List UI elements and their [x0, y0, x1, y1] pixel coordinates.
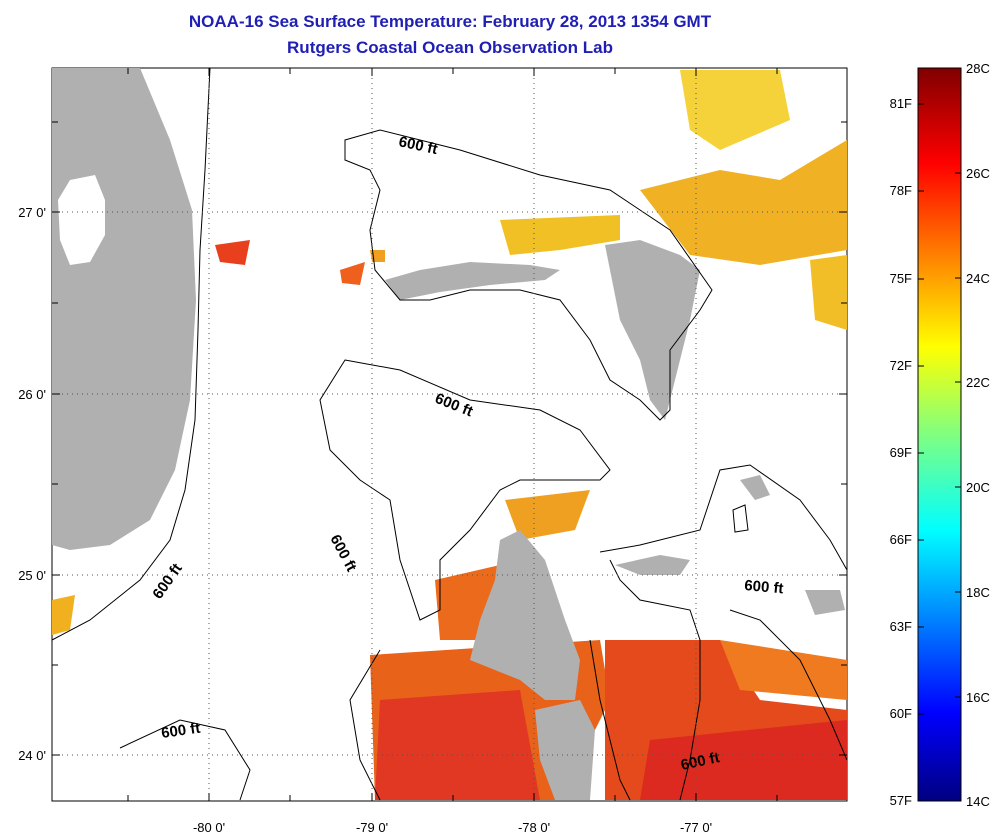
lake-okeechobee [58, 175, 105, 265]
colorbar-fahrenheit-labels: 81F 78F 75F 72F 69F 66F 63F 60F 57F [890, 96, 912, 808]
map-title: NOAA-16 Sea Surface Temperature: Februar… [188, 12, 712, 31]
y-tick-label: 27 0' [18, 205, 46, 220]
contour-label: 600 ft [744, 577, 785, 597]
colorbar-celsius-labels: 28C 26C 24C 22C 20C 18C 16C 14C [966, 61, 990, 809]
c-label: 26C [966, 166, 990, 181]
y-axis-labels: 27 0' 26 0' 25 0' 24 0' [18, 205, 46, 763]
colorbar [917, 67, 962, 802]
y-tick-label: 24 0' [18, 748, 46, 763]
f-label: 78F [890, 183, 912, 198]
c-label: 22C [966, 375, 990, 390]
map-subtitle: Rutgers Coastal Ocean Observation Lab [287, 38, 613, 57]
f-label: 57F [890, 793, 912, 808]
x-tick-label: -80 0' [193, 820, 225, 835]
c-label: 24C [966, 271, 990, 286]
y-tick-label: 25 0' [18, 568, 46, 583]
f-label: 81F [890, 96, 912, 111]
c-label: 18C [966, 585, 990, 600]
tick-marks [52, 68, 847, 801]
contour-label: 600 ft [160, 720, 201, 742]
f-label: 60F [890, 706, 912, 721]
c-label: 20C [966, 480, 990, 495]
depth-contours [52, 68, 847, 801]
c-label: 16C [966, 690, 990, 705]
f-label: 75F [890, 271, 912, 286]
f-label: 69F [890, 445, 912, 460]
x-tick-label: -79 0' [356, 820, 388, 835]
graticule [52, 68, 847, 801]
colorbar-ticks [918, 103, 961, 715]
f-label: 63F [890, 619, 912, 634]
y-tick-label: 26 0' [18, 387, 46, 402]
f-label: 66F [890, 532, 912, 547]
x-axis-labels: -80 0' -79 0' -78 0' -77 0' [193, 820, 712, 835]
c-label: 28C [966, 61, 990, 76]
f-label: 72F [890, 358, 912, 373]
x-tick-label: -78 0' [518, 820, 550, 835]
c-label: 14C [966, 794, 990, 809]
x-tick-label: -77 0' [680, 820, 712, 835]
